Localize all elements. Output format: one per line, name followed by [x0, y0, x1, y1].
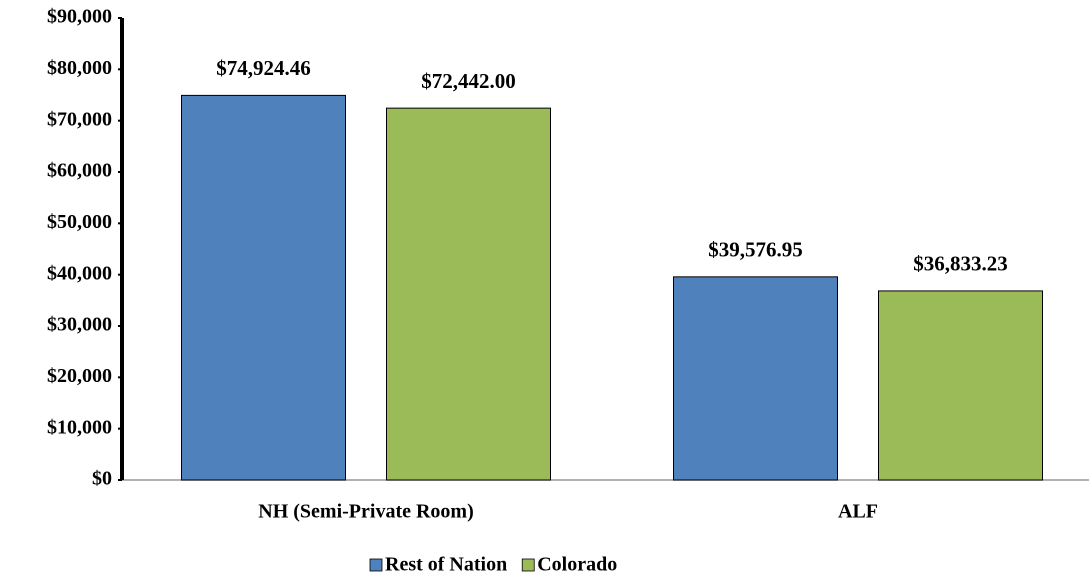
value-label: $36,833.23	[913, 252, 1008, 276]
y-tick-label: $30,000	[47, 314, 112, 336]
y-tick-label: $90,000	[47, 6, 112, 28]
legend-label: Colorado	[537, 554, 617, 576]
bar	[386, 107, 551, 481]
legend-swatch	[521, 558, 535, 572]
x-tick-label: ALF	[838, 501, 878, 523]
value-label: $39,576.95	[708, 238, 803, 262]
y-tick-label: $60,000	[47, 160, 112, 182]
legend-label: Rest of Nation	[385, 554, 507, 576]
bar	[673, 276, 838, 481]
y-tick-label: $20,000	[47, 365, 112, 387]
y-tick-label: $0	[92, 468, 112, 490]
y-tick-label: $10,000	[47, 416, 112, 438]
x-tick-label: NH (Semi-Private Room)	[258, 501, 474, 523]
value-label: $74,924.46	[216, 56, 311, 80]
legend-swatch	[369, 558, 383, 572]
y-tick-label: $40,000	[47, 262, 112, 284]
value-label: $72,442.00	[421, 69, 516, 93]
bar	[878, 290, 1043, 481]
y-tick-label: $70,000	[47, 108, 112, 130]
y-tick-label: $80,000	[47, 57, 112, 79]
bar	[181, 94, 346, 481]
y-tick-label: $50,000	[47, 211, 112, 233]
